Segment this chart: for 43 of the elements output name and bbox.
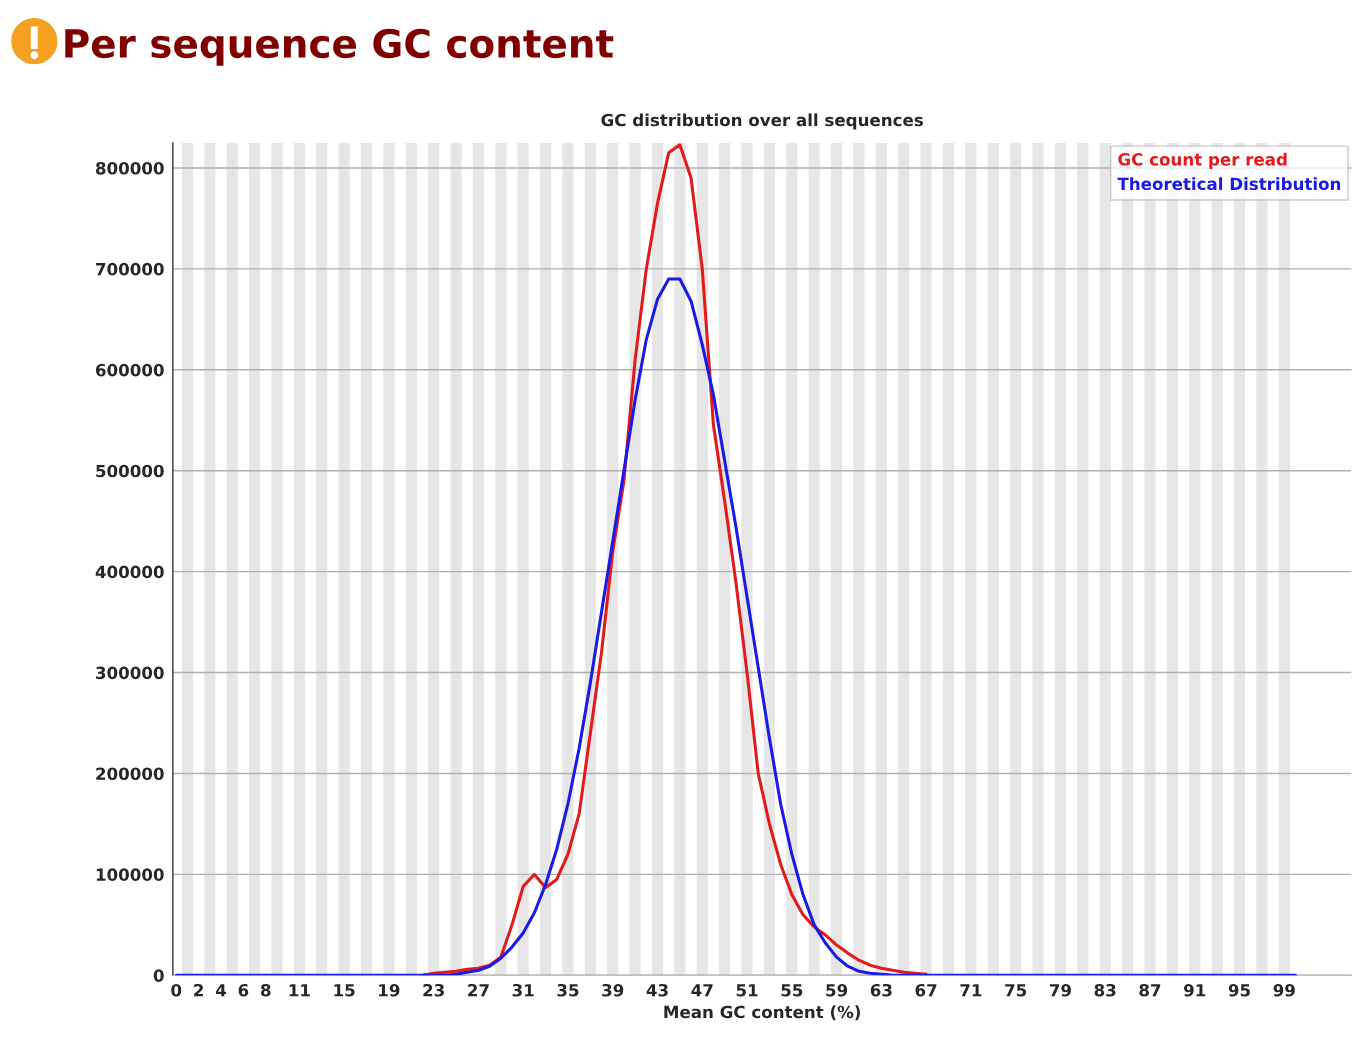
x-tick-label: 19: [379, 983, 400, 997]
y-tick-label: 700000: [96, 262, 164, 276]
x-tick-label: 15: [334, 984, 355, 997]
x-tick-label: 51: [736, 984, 758, 997]
x-tick-label: 87: [1139, 983, 1161, 997]
x-tick-label: 71: [960, 984, 982, 997]
x-tick-label: 95: [1228, 983, 1250, 997]
x-tick-label: 0: [171, 983, 182, 997]
x-tick-label: 43: [646, 983, 668, 997]
y-tick-label: 200000: [96, 767, 164, 781]
x-tick-label: 67: [915, 983, 937, 997]
x-tick-label: 31: [512, 983, 534, 997]
chart-title: Per sequence GC content: [65, 28, 614, 66]
x-tick-label: 99: [1273, 983, 1295, 997]
text: GC count per read: [1118, 152, 1287, 169]
x-tick-label: 23: [423, 983, 444, 997]
x-tick-label: 75: [1005, 984, 1027, 997]
x-tick-label: 83: [1094, 983, 1116, 997]
y-tick-label: 800000: [95, 161, 164, 175]
y-tick-label: 0: [153, 969, 164, 982]
x-tick-label: 63: [870, 983, 892, 997]
x-tick-label: 35: [557, 983, 579, 997]
x-tick-label: 79: [1049, 983, 1071, 997]
x-tick-label: 8: [260, 983, 271, 997]
y-tick-label: 100000: [96, 868, 164, 881]
x-tick-label: 11: [289, 984, 310, 997]
x-tick-label: 2: [194, 983, 203, 997]
x-axis-title: Mean GC content (%): [664, 1005, 860, 1021]
y-tick-label: 500000: [96, 464, 164, 478]
x-tick-label: 6: [238, 983, 249, 997]
x-tick-label: 55: [781, 984, 803, 997]
x-tick-label: 91: [1183, 983, 1206, 997]
y-tick-label: 600000: [95, 363, 164, 377]
x-tick-label: 59: [826, 983, 848, 997]
x-tick-label: 47: [691, 984, 713, 997]
x-tick-label: 4: [215, 984, 227, 997]
y-tick-label: 300000: [96, 666, 164, 680]
chart-subtitle: GC distribution over all sequences: [601, 113, 923, 130]
x-tick-label: 27: [468, 983, 489, 997]
y-tick-label: 400000: [95, 565, 164, 579]
x-tick-label: 39: [602, 983, 624, 997]
text: Theoretical Distribution: [1117, 177, 1341, 191]
line-series: [174, 277, 1297, 976]
